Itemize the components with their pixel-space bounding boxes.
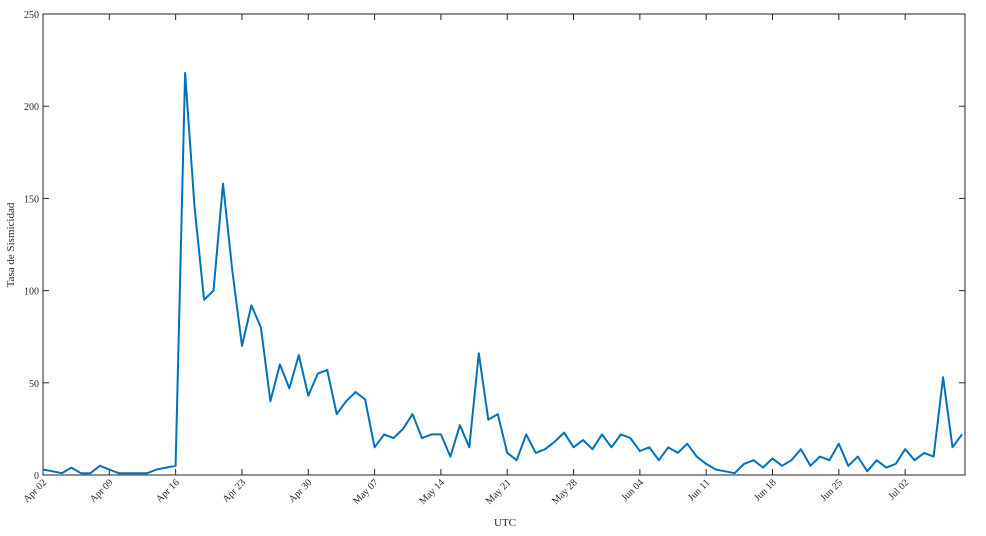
x-tick-label: Apr 30 <box>287 477 315 505</box>
x-tick-label: Jun 25 <box>819 477 845 503</box>
x-tick-label: May 14 <box>417 477 447 507</box>
x-tick-label: Apr 16 <box>154 477 182 505</box>
x-tick-label: Apr 09 <box>88 477 116 505</box>
x-tick-label: Jun 18 <box>752 477 778 503</box>
y-axis-label: Tasa de Sismicidad <box>5 202 17 287</box>
x-tick-label: Apr 23 <box>220 477 248 505</box>
x-tick-label: May 28 <box>550 477 580 507</box>
x-tick-label: May 07 <box>351 477 381 507</box>
y-tick-label: 50 <box>29 379 39 390</box>
y-tick-label: 150 <box>24 194 39 205</box>
y-tick-label: 200 <box>24 102 39 113</box>
y-tick-label: 100 <box>24 287 39 298</box>
y-tick-label: 0 <box>34 471 39 482</box>
x-tick-label: May 21 <box>484 477 514 507</box>
x-axis-label: UTC <box>494 517 516 529</box>
plot-box <box>42 13 966 476</box>
data-line <box>42 72 963 475</box>
x-tick-label: Jun 04 <box>620 477 646 503</box>
y-tick-label: 250 <box>24 10 39 21</box>
x-tick-label: Jun 11 <box>686 477 712 503</box>
x-tick-label: Jul 02 <box>886 477 911 502</box>
